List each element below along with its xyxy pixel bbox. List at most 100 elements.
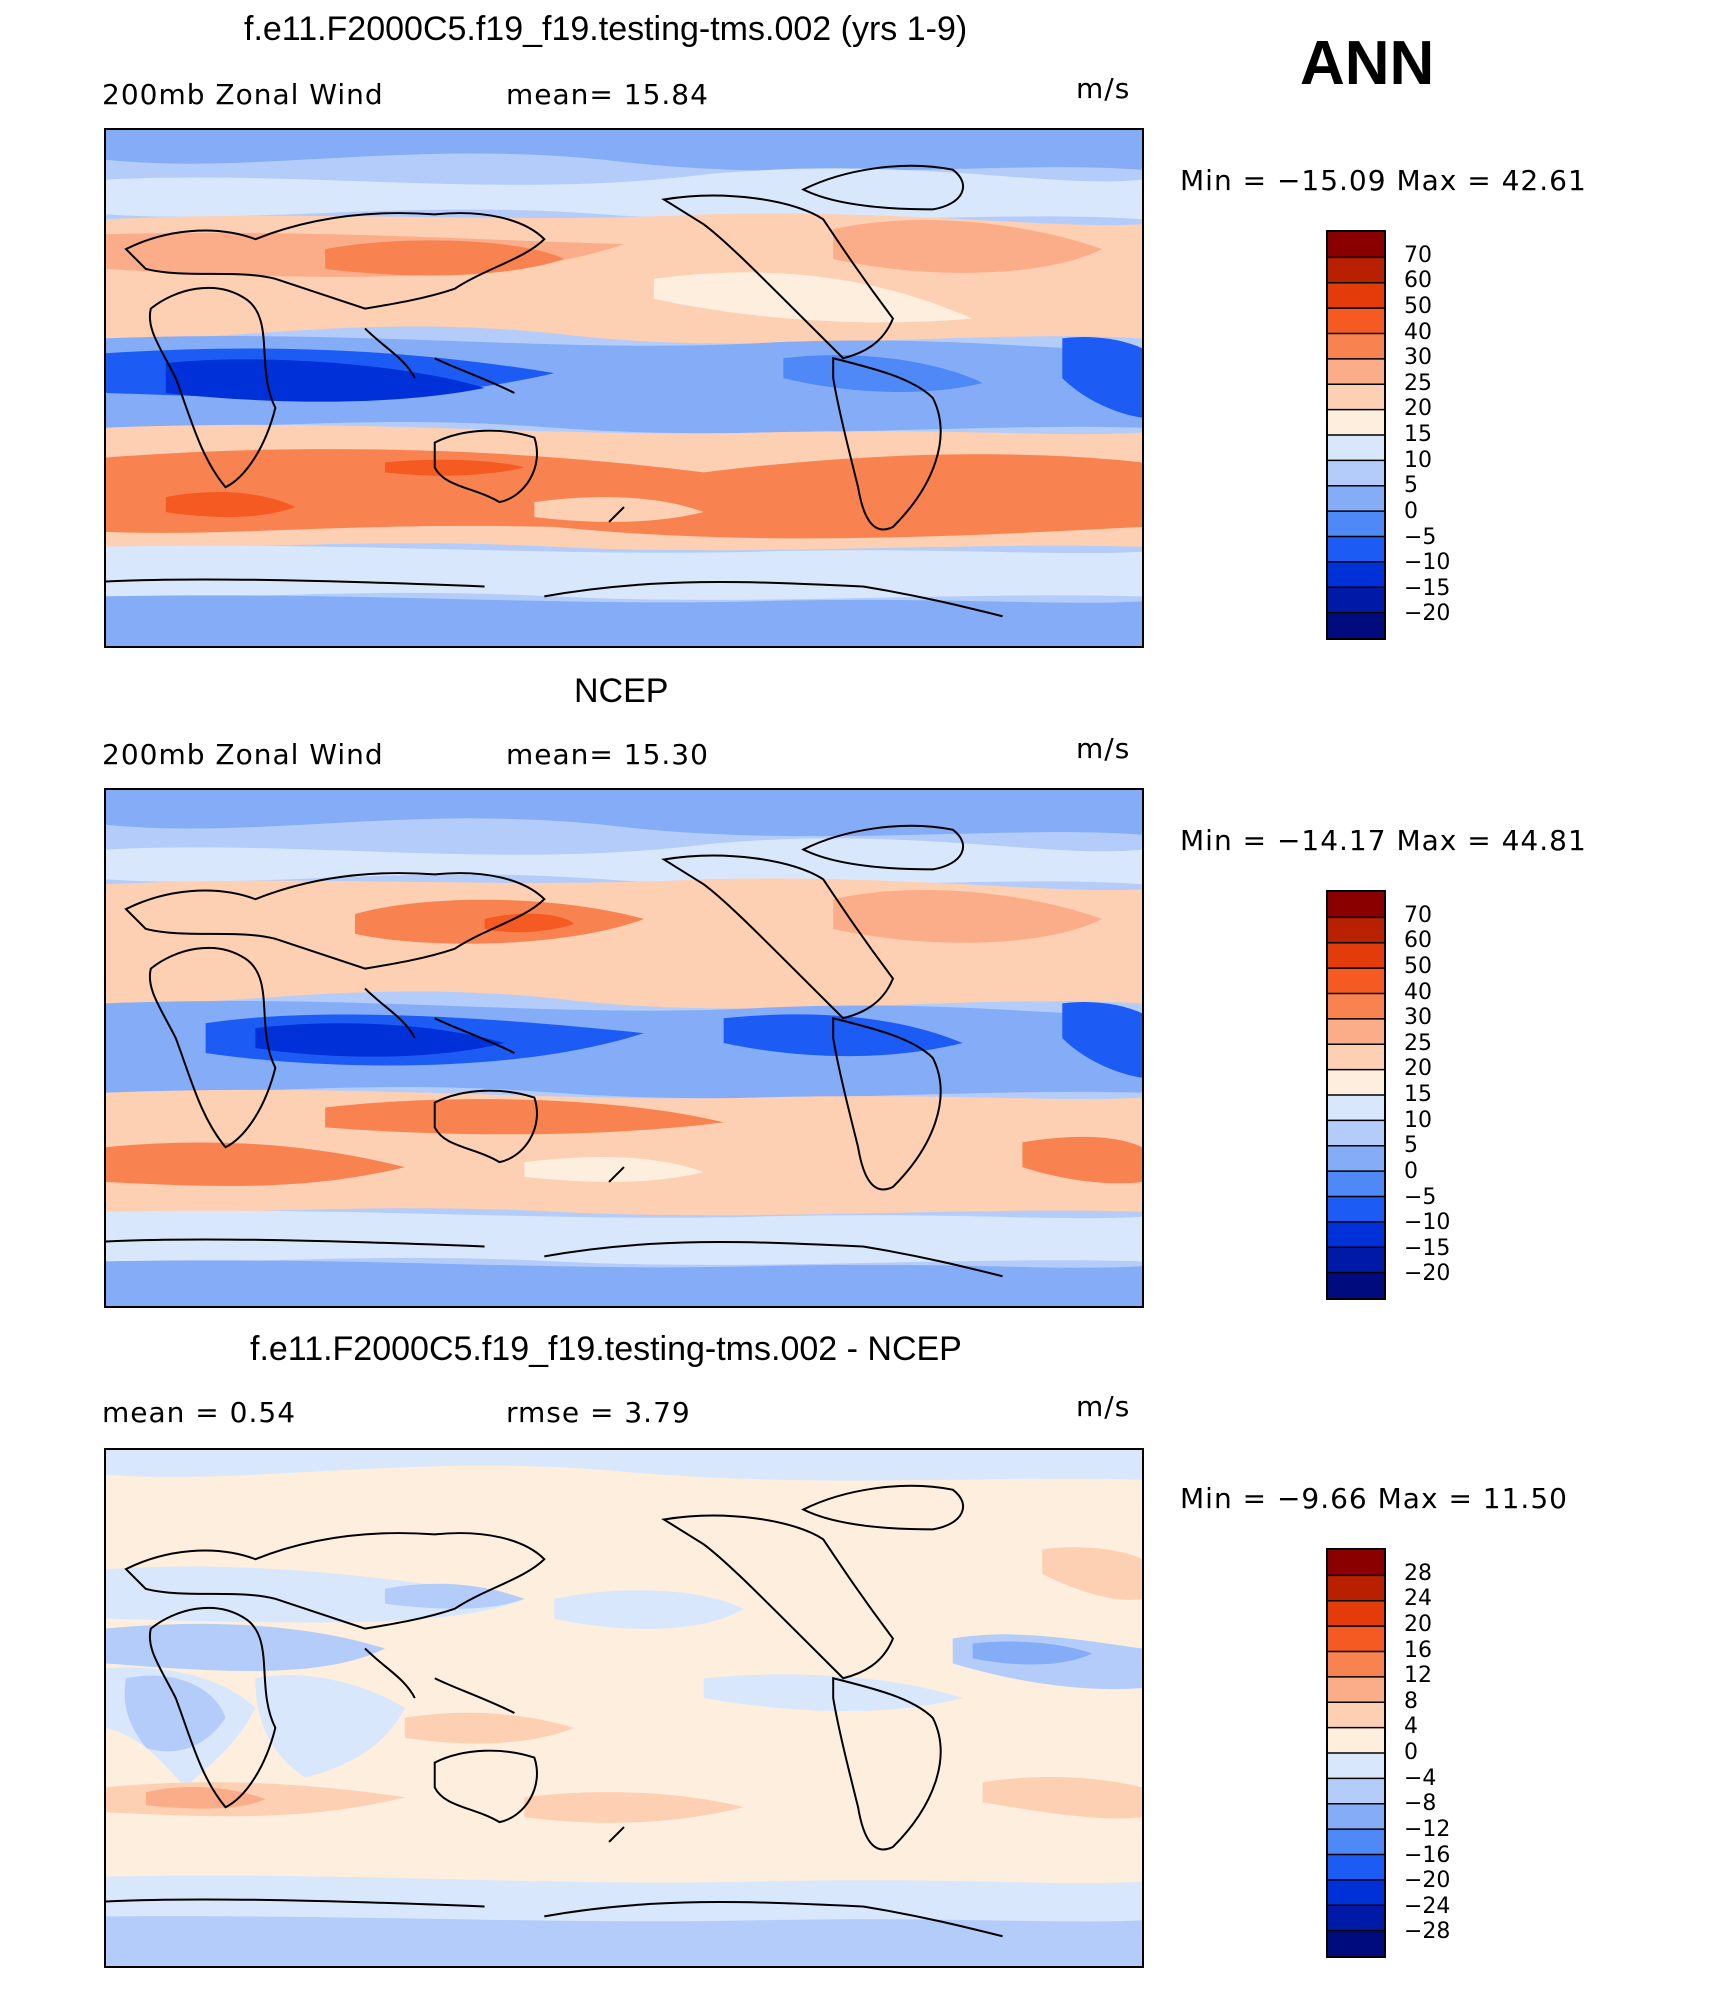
panel-1-map-svg xyxy=(106,130,1142,646)
colorbar-swatch xyxy=(1328,536,1384,563)
panel-3-title: f.e11.F2000C5.f19_f19.testing-tms.002 - … xyxy=(250,1330,962,1368)
colorbar-swatch xyxy=(1328,232,1384,258)
colorbar-tick-label: −20 xyxy=(1404,1868,1451,1894)
panel-2-unit-label: m/s xyxy=(1076,732,1131,765)
colorbar-swatch xyxy=(1328,917,1384,944)
colorbar-tick-label: 5 xyxy=(1404,473,1418,499)
colorbar-swatch xyxy=(1328,892,1384,918)
colorbar-tick-label: −20 xyxy=(1404,1261,1451,1287)
colorbar-swatch xyxy=(1328,1676,1384,1703)
panel-3-map-svg xyxy=(106,1450,1142,1966)
colorbar-tick-label: −15 xyxy=(1404,1235,1451,1261)
colorbar-tick-label: −5 xyxy=(1404,1184,1437,1210)
colorbar-tick-label: −8 xyxy=(1404,1791,1437,1817)
panel-1-map xyxy=(104,128,1144,648)
colorbar-tick-label: 0 xyxy=(1404,1740,1418,1765)
colorbar-swatch xyxy=(1328,1626,1384,1652)
colorbar-swatch xyxy=(1328,1575,1384,1602)
panel-1-variable-label: 200mb Zonal Wind xyxy=(102,78,384,111)
colorbar-swatch xyxy=(1328,1879,1384,1906)
panel-1-colorbar xyxy=(1326,230,1386,640)
colorbar-tick-label: 16 xyxy=(1404,1637,1432,1663)
colorbar-swatch xyxy=(1328,561,1384,588)
colorbar-tick-label: 70 xyxy=(1404,242,1432,268)
colorbar-tick-label: 25 xyxy=(1404,370,1432,396)
colorbar-swatch xyxy=(1328,587,1384,614)
colorbar-swatch xyxy=(1328,1803,1384,1830)
panel-2-colorbar-svg xyxy=(1328,892,1384,1298)
colorbar-swatch xyxy=(1328,1600,1384,1627)
season-label: ANN xyxy=(1300,29,1435,98)
colorbar-tick-label: 10 xyxy=(1404,447,1432,473)
colorbar-tick-label: 28 xyxy=(1404,1560,1432,1586)
panel-2-colorbar xyxy=(1326,890,1386,1300)
panel-3-minmax: Min = −9.66 Max = 11.50 xyxy=(1180,1482,1568,1515)
colorbar-tick-label: 15 xyxy=(1404,422,1432,447)
colorbar-tick-label: −4 xyxy=(1404,1765,1437,1791)
panel-3-rmse-label: rmse = 3.79 xyxy=(506,1396,691,1429)
colorbar-swatch xyxy=(1328,1221,1384,1248)
colorbar-swatch xyxy=(1328,1171,1384,1197)
panel-3-unit-label: m/s xyxy=(1076,1390,1131,1423)
panel-3-mean-label: mean = 0.54 xyxy=(102,1396,297,1429)
colorbar-tick-label: 20 xyxy=(1404,1056,1432,1082)
colorbar-swatch xyxy=(1328,1550,1384,1576)
colorbar-swatch xyxy=(1328,1145,1384,1172)
colorbar-swatch xyxy=(1328,409,1384,436)
colorbar-tick-label: 70 xyxy=(1404,902,1432,928)
panel-1-colorbar-svg xyxy=(1328,232,1384,638)
colorbar-swatch xyxy=(1328,1651,1384,1678)
colorbar-swatch xyxy=(1328,1044,1384,1071)
colorbar-swatch xyxy=(1328,1905,1384,1932)
colorbar-swatch xyxy=(1328,1018,1384,1045)
colorbar-tick-label: 4 xyxy=(1404,1714,1418,1740)
colorbar-tick-label: 5 xyxy=(1404,1133,1418,1159)
panel-2-title: NCEP xyxy=(574,672,669,710)
colorbar-swatch xyxy=(1328,1854,1384,1881)
colorbar-swatch xyxy=(1328,968,1384,994)
colorbar-tick-label: −15 xyxy=(1404,575,1451,601)
panel-2-mean-label: mean= 15.30 xyxy=(506,738,709,771)
colorbar-tick-label: 25 xyxy=(1404,1030,1432,1056)
colorbar-tick-label: 50 xyxy=(1404,293,1432,319)
colorbar-tick-label: 60 xyxy=(1404,268,1432,294)
colorbar-tick-label: 0 xyxy=(1404,498,1418,524)
colorbar-tick-label: −5 xyxy=(1404,524,1437,550)
colorbar-tick-label: 60 xyxy=(1404,928,1432,954)
colorbar-tick-label: 8 xyxy=(1404,1688,1418,1714)
colorbar-tick-label: −24 xyxy=(1404,1893,1451,1919)
panel-1-title: f.e11.F2000C5.f19_f19.testing-tms.002 (y… xyxy=(244,10,968,48)
colorbar-tick-label: 20 xyxy=(1404,1611,1432,1637)
colorbar-swatch xyxy=(1328,435,1384,461)
colorbar-swatch xyxy=(1328,993,1384,1020)
colorbar-swatch xyxy=(1328,384,1384,411)
colorbar-swatch xyxy=(1328,282,1384,309)
panel-1-mean-label: mean= 15.84 xyxy=(506,78,709,111)
panel-2-map-svg xyxy=(106,790,1142,1306)
colorbar-swatch xyxy=(1328,1727,1384,1754)
colorbar-swatch xyxy=(1328,942,1384,969)
colorbar-swatch xyxy=(1328,1272,1384,1298)
colorbar-swatch xyxy=(1328,1247,1384,1274)
panel-3-colorbar xyxy=(1326,1548,1386,1958)
panel-2-minmax: Min = −14.17 Max = 44.81 xyxy=(1180,824,1587,857)
colorbar-tick-label: 10 xyxy=(1404,1107,1432,1133)
colorbar-swatch xyxy=(1328,485,1384,512)
panel-2-map xyxy=(104,788,1144,1308)
colorbar-swatch xyxy=(1328,1778,1384,1805)
colorbar-tick-label: 50 xyxy=(1404,953,1432,979)
colorbar-tick-label: −16 xyxy=(1404,1842,1451,1868)
colorbar-swatch xyxy=(1328,333,1384,360)
colorbar-swatch xyxy=(1328,308,1384,334)
colorbar-tick-label: −12 xyxy=(1404,1816,1451,1842)
colorbar-tick-label: 20 xyxy=(1404,396,1432,422)
colorbar-tick-label: −28 xyxy=(1404,1919,1451,1945)
colorbar-tick-label: 30 xyxy=(1404,1005,1432,1031)
colorbar-swatch xyxy=(1328,1095,1384,1121)
panel-3-map xyxy=(104,1448,1144,1968)
colorbar-swatch xyxy=(1328,1069,1384,1096)
colorbar-swatch xyxy=(1328,460,1384,487)
colorbar-tick-label: 24 xyxy=(1404,1586,1432,1612)
colorbar-swatch xyxy=(1328,511,1384,537)
panel-1-minmax: Min = −15.09 Max = 42.61 xyxy=(1180,164,1587,197)
